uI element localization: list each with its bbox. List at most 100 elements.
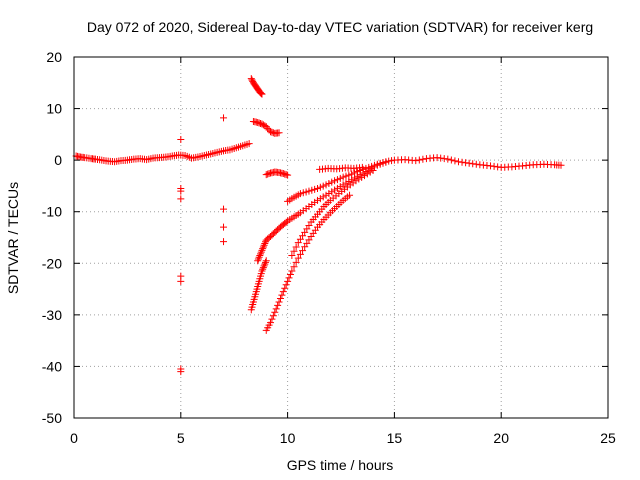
data-point-fill — [342, 172, 350, 180]
data-point-fill — [318, 218, 326, 226]
data-point-fill — [282, 218, 290, 226]
data-point — [275, 298, 283, 306]
data-points — [72, 75, 565, 376]
data-point-fill — [356, 164, 364, 172]
x-tick-label: 20 — [493, 430, 509, 446]
data-point — [360, 172, 368, 180]
data-point — [271, 308, 279, 316]
data-point-fill — [292, 243, 300, 251]
data-point-fill — [90, 155, 98, 163]
data-point-fill — [324, 211, 332, 219]
data-point-fill — [259, 245, 267, 253]
data-point-fill — [555, 161, 563, 169]
data-point-fill — [316, 183, 324, 191]
data-point — [258, 246, 266, 254]
data-point — [305, 187, 313, 195]
data-point-fill — [290, 263, 298, 271]
y-tick-label: -10 — [42, 204, 62, 220]
data-point-fill — [257, 270, 265, 278]
data-point-fill — [237, 142, 245, 150]
data-point-fill — [363, 170, 371, 178]
data-point-fill — [224, 146, 232, 154]
data-point-fill — [331, 205, 339, 213]
y-tick-label: -30 — [42, 307, 62, 323]
data-point — [220, 238, 228, 246]
data-point-fill — [319, 182, 327, 190]
data-point-fill — [379, 159, 387, 167]
data-point-fill — [285, 274, 293, 282]
series-5 — [262, 168, 292, 179]
data-point — [284, 277, 292, 285]
data-point — [339, 181, 347, 189]
data-point — [382, 158, 390, 166]
data-point — [256, 252, 264, 260]
data-point-fill — [259, 121, 267, 129]
data-point-fill — [261, 260, 269, 268]
data-point-fill — [458, 158, 466, 166]
data-point-fill — [355, 175, 363, 183]
data-point — [177, 136, 185, 144]
data-point-fill — [451, 157, 459, 165]
data-point-fill — [316, 195, 324, 203]
x-tick-label: 15 — [387, 430, 403, 446]
data-point — [177, 277, 185, 285]
data-point-fill — [264, 170, 272, 178]
data-point-fill — [243, 140, 251, 148]
data-point-fill — [288, 214, 296, 222]
data-point-fill — [345, 177, 353, 185]
data-point-fill — [282, 281, 290, 289]
data-point-fill — [430, 154, 438, 162]
data-point — [262, 257, 270, 265]
data-point-fill — [296, 250, 304, 258]
series-1 — [177, 136, 185, 376]
data-point-fill — [305, 221, 313, 229]
data-point-fill — [288, 195, 296, 203]
data-point-fill — [419, 155, 427, 163]
data-point-fill — [325, 180, 333, 188]
data-point — [177, 195, 185, 203]
x-tick-label: 5 — [177, 430, 185, 446]
data-point-fill — [249, 301, 257, 309]
data-point-fill — [294, 210, 302, 218]
data-point — [284, 171, 292, 179]
data-point — [294, 254, 302, 262]
data-point — [177, 187, 185, 195]
data-point-fill — [385, 157, 393, 165]
data-point-fill — [272, 305, 280, 313]
data-point-fill — [299, 247, 307, 255]
series-11 — [288, 166, 377, 260]
data-point-fill — [274, 168, 282, 176]
data-point-fill — [259, 265, 267, 273]
data-point-fill — [469, 160, 477, 168]
data-point — [444, 155, 452, 163]
data-point-fill — [398, 156, 406, 164]
data-point-fill — [251, 293, 259, 301]
chart-title: Day 072 of 2020, Sidereal Day-to-day VTE… — [87, 19, 593, 35]
data-point — [373, 161, 381, 169]
data-point-fill — [490, 162, 498, 170]
data-point — [260, 262, 268, 270]
series-7 — [316, 163, 366, 173]
data-point-fill — [370, 163, 378, 171]
data-point-fill — [349, 179, 357, 187]
data-point-fill — [324, 198, 332, 206]
data-point-fill — [257, 89, 265, 97]
data-point-fill — [336, 183, 344, 191]
data-point — [331, 177, 339, 185]
data-point-fill — [345, 171, 353, 179]
data-point — [258, 120, 266, 128]
data-point-fill — [299, 232, 307, 240]
data-point — [369, 166, 377, 174]
data-point — [322, 181, 330, 189]
data-point-fill — [311, 185, 319, 193]
data-point-fill — [79, 153, 87, 161]
data-point — [258, 90, 266, 98]
y-tick-label: 20 — [46, 49, 62, 65]
data-point-fill — [302, 205, 310, 213]
data-point-fill — [333, 184, 341, 192]
data-point-fill — [255, 277, 263, 285]
data-point-fill — [211, 149, 219, 157]
data-point-fill — [262, 258, 270, 266]
data-point-fill — [311, 213, 319, 221]
data-point-fill — [328, 188, 336, 196]
